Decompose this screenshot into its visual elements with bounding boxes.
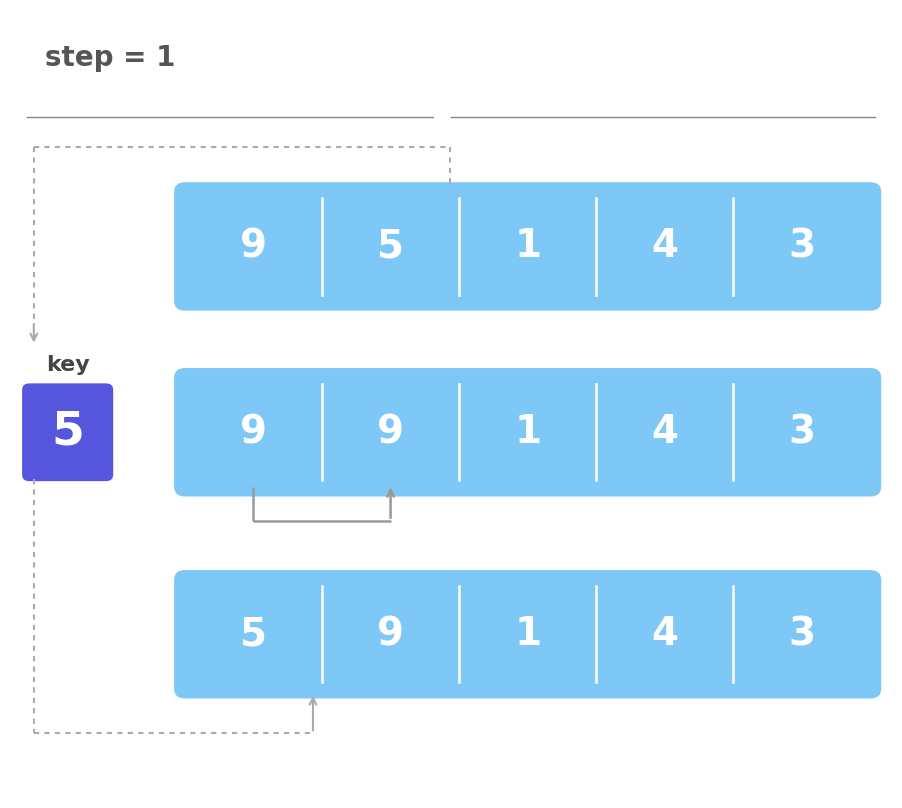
Text: 5: 5: [377, 227, 404, 266]
Text: 9: 9: [377, 413, 404, 452]
FancyBboxPatch shape: [174, 183, 881, 311]
Text: 9: 9: [240, 413, 267, 452]
FancyBboxPatch shape: [22, 383, 114, 481]
Text: 3: 3: [788, 227, 815, 266]
Text: 5: 5: [51, 410, 84, 455]
Text: 9: 9: [240, 227, 267, 266]
Text: step = 1: step = 1: [45, 44, 176, 73]
FancyBboxPatch shape: [174, 570, 881, 698]
FancyBboxPatch shape: [174, 368, 881, 496]
Text: 1: 1: [514, 227, 541, 266]
Text: 3: 3: [788, 615, 815, 654]
Text: 3: 3: [788, 413, 815, 452]
Text: 1: 1: [514, 413, 541, 452]
Text: 4: 4: [651, 227, 678, 266]
Text: 9: 9: [377, 615, 404, 654]
Text: 5: 5: [240, 615, 267, 654]
Text: 1: 1: [514, 615, 541, 654]
Text: 4: 4: [651, 413, 678, 452]
Text: key: key: [46, 356, 89, 375]
Text: 4: 4: [651, 615, 678, 654]
